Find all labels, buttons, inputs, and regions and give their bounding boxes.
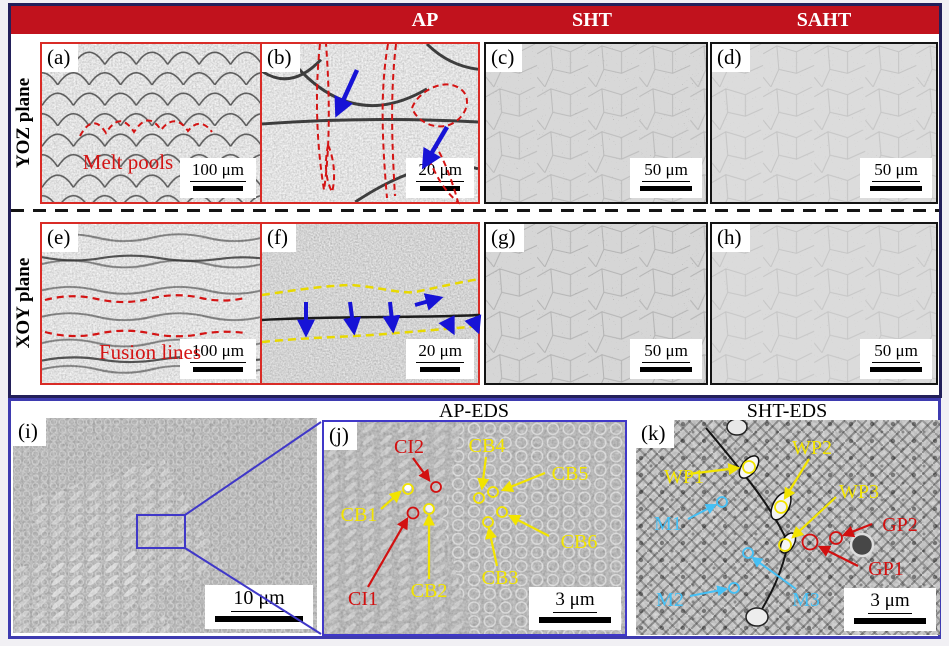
row-label-xoy-plane: XOY plane: [13, 257, 34, 349]
panel-c-micrograph: (c) 50 μm: [484, 42, 708, 204]
panel-c-tag: (c): [486, 44, 523, 72]
panel-d-micrograph: (d) 50 μm: [710, 42, 938, 204]
panel-d-scalebar: 50 μm: [860, 158, 932, 198]
eds-point-label-m2: M2: [656, 589, 684, 611]
sht-grain-texture: [486, 44, 706, 202]
panel-f-micrograph: (f) 20 μm: [260, 222, 480, 385]
eds-point-label-wp3: WP3: [839, 481, 879, 503]
row-label-yoz-plane: YOZ plane: [13, 77, 34, 169]
panel-j-scalebar: 3 μm: [529, 587, 621, 630]
panel-b-tag: (b): [262, 44, 300, 72]
eds-point-label-cb6: CB6: [560, 531, 598, 553]
panel-k-tag: (k): [636, 420, 674, 448]
header-sht: SHT: [571, 9, 613, 31]
panel-f-tag: (f): [262, 224, 296, 252]
row-separator-dashed-line: [11, 209, 939, 212]
scale-text: 3 μm: [868, 590, 912, 614]
scale-text: 3 μm: [553, 589, 597, 613]
scale-text: 50 μm: [872, 160, 920, 182]
scale-bar-line: [192, 367, 243, 372]
eds-point-label-cb4: CB4: [468, 435, 506, 457]
panel-b-micrograph: (b) 20 μm: [260, 42, 480, 204]
panel-j-tag: (j): [324, 422, 357, 450]
panel-g-tag: (g): [486, 224, 524, 252]
eds-point-label-m3: M3: [792, 589, 820, 611]
eds-point-label-cb1: CB1: [340, 504, 378, 526]
panel-e-scalebar: 100 μm: [179, 339, 256, 379]
panel-h-scalebar: 50 μm: [860, 339, 932, 379]
scale-bar-line: [870, 367, 922, 372]
header-saht: SAHT: [796, 9, 852, 31]
panel-g-scalebar: 50 μm: [630, 339, 702, 379]
scale-bar-line: [640, 367, 692, 372]
eds-point-label-cb2: CB2: [410, 580, 448, 602]
eds-point-label-ci1: CI1: [348, 588, 378, 610]
panel-i-tag: (i): [13, 418, 46, 446]
scale-bar-line: [870, 186, 922, 191]
scale-text: 10 μm: [231, 587, 287, 612]
scale-bar-line: [640, 186, 692, 191]
scale-bar-line: [539, 617, 611, 623]
eds-point-label-wp2: WP2: [792, 437, 832, 459]
panel-a-micrograph: (a) 100 μm: [40, 42, 262, 204]
panel-i-sem-image: (i) 10 μm: [13, 418, 317, 633]
panel-k-scalebar: 3 μm: [844, 588, 936, 631]
fusion-lines-label: Fusion lines: [98, 340, 202, 364]
eds-point-label-ci2: CI2: [394, 436, 424, 458]
panel-b-scalebar: 20 μm: [406, 158, 474, 198]
scale-text: 100 μm: [189, 160, 246, 182]
scale-text: 50 μm: [642, 160, 690, 182]
panel-i-scalebar: 10 μm: [205, 585, 313, 629]
scale-bar-line: [420, 186, 461, 191]
panel-a-tag: (a): [42, 44, 79, 72]
eds-point-label-m1: M1: [654, 513, 682, 535]
panel-d-tag: (d): [712, 44, 750, 72]
panel-e-micrograph: (e) 100 μm: [40, 222, 262, 385]
eds-point-label-gp1: GP1: [868, 558, 904, 580]
scale-bar-line: [420, 367, 461, 372]
panel-h-micrograph: (h) 50 μm: [710, 222, 938, 385]
condition-header-band: [11, 6, 939, 34]
panel-c-scalebar: 50 μm: [630, 158, 702, 198]
scale-text: 20 μm: [416, 341, 464, 363]
melt-pools-label: Melt pools: [82, 150, 174, 174]
scale-text: 50 μm: [872, 341, 920, 363]
panel-f-scalebar: 20 μm: [406, 339, 474, 379]
panel-g-micrograph: (g) 50 μm: [484, 222, 708, 385]
scale-bar-line: [192, 186, 243, 191]
panel-e-tag: (e): [42, 224, 79, 252]
scale-text: 50 μm: [642, 341, 690, 363]
scale-text: 100 μm: [189, 341, 246, 363]
scale-text: 20 μm: [416, 160, 464, 182]
panel-h-tag: (h): [712, 224, 750, 252]
eds-point-label-cb3: CB3: [481, 567, 519, 589]
panel-a-scalebar: 100 μm: [179, 158, 256, 198]
sht-eds-title: SHT-EDS: [746, 400, 828, 422]
scale-bar-line: [215, 616, 303, 622]
eds-point-label-wp1: WP1: [664, 466, 704, 488]
eds-point-label-cb5: CB5: [551, 463, 589, 485]
header-ap: AP: [411, 9, 439, 31]
scale-bar-line: [854, 618, 926, 624]
ap-eds-title: AP-EDS: [438, 400, 509, 422]
eds-point-label-gp2: GP2: [882, 514, 918, 536]
